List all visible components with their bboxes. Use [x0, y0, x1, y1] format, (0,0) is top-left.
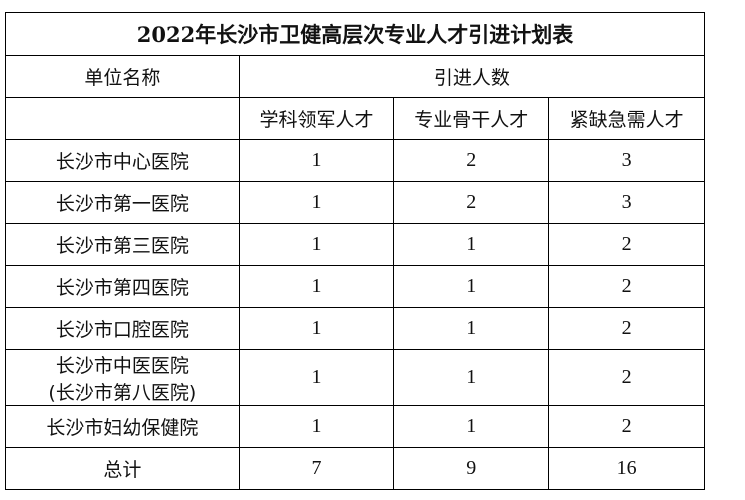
total-label: 总计: [5, 447, 240, 490]
unit-name: 长沙市中医医院 (长沙市第八医院): [5, 349, 240, 406]
unit-name-line: 长沙市第一医院: [55, 193, 189, 215]
count-cell: 1: [393, 223, 550, 266]
total-row: 总计 7 9 16: [5, 447, 705, 490]
count-cell: 2: [548, 223, 705, 266]
count-cell: 2: [548, 405, 705, 448]
count-cell: 2: [393, 181, 550, 224]
unit-name-line: 长沙市中心医院: [55, 151, 189, 173]
table-row: 长沙市第三医院 1 1 2: [5, 223, 705, 266]
total-cell: 16: [548, 447, 705, 490]
unit-name: 长沙市第四医院: [5, 265, 240, 308]
table-row: 长沙市妇幼保健院 1 1 2: [5, 405, 705, 448]
header-col: 专业骨干人才: [393, 97, 550, 140]
table-row: 长沙市第四医院 1 1 2: [5, 265, 705, 308]
header-col: 学科领军人才: [238, 97, 395, 140]
talent-plan-table: 2022年长沙市卫健高层次专业人才引进计划表 单位名称 引进人数 学科领军人才 专…: [5, 12, 706, 490]
unit-name-line: (长沙市第八医院): [48, 381, 197, 404]
header-unit: 单位名称: [5, 55, 240, 98]
table-row: 长沙市中医医院 (长沙市第八医院) 1 1 2: [5, 349, 705, 406]
count-cell: 1: [238, 139, 395, 182]
count-cell: 1: [393, 405, 550, 448]
count-cell: 1: [393, 349, 550, 406]
count-cell: 2: [548, 265, 705, 308]
count-cell: 3: [548, 139, 705, 182]
unit-name: 长沙市中心医院: [5, 139, 240, 182]
unit-name-line: 长沙市妇幼保健院: [46, 417, 199, 439]
unit-name-line: 长沙市第四医院: [55, 277, 189, 299]
table-row: 长沙市中心医院 1 2 3: [5, 139, 705, 182]
count-cell: 1: [393, 307, 550, 350]
count-cell: 1: [393, 265, 550, 308]
count-cell: 1: [238, 405, 395, 448]
table-title: 2022年长沙市卫健高层次专业人才引进计划表: [5, 12, 705, 56]
unit-name-line: 长沙市口腔医院: [55, 319, 189, 341]
count-cell: 1: [238, 307, 395, 350]
count-cell: 2: [393, 139, 550, 182]
count-cell: 1: [238, 349, 395, 406]
header-blank: [5, 97, 240, 140]
unit-name-line: 长沙市中医医院: [55, 354, 189, 377]
count-cell: 3: [548, 181, 705, 224]
unit-name: 长沙市口腔医院: [5, 307, 240, 350]
count-cell: 2: [548, 307, 705, 350]
count-cell: 1: [238, 265, 395, 308]
table-row: 长沙市第一医院 1 2 3: [5, 181, 705, 224]
table-row: 长沙市口腔医院 1 1 2: [5, 307, 705, 350]
count-cell: 2: [548, 349, 705, 406]
count-cell: 1: [238, 223, 395, 266]
unit-name: 长沙市妇幼保健院: [5, 405, 240, 448]
count-cell: 1: [238, 181, 395, 224]
unit-name-line: 长沙市第三医院: [55, 235, 189, 257]
header-intro: 引进人数: [238, 55, 706, 98]
unit-name: 长沙市第三医院: [5, 223, 240, 266]
unit-name: 长沙市第一医院: [5, 181, 240, 224]
header-col: 紧缺急需人才: [548, 97, 705, 140]
total-cell: 7: [238, 447, 395, 490]
total-cell: 9: [393, 447, 550, 490]
